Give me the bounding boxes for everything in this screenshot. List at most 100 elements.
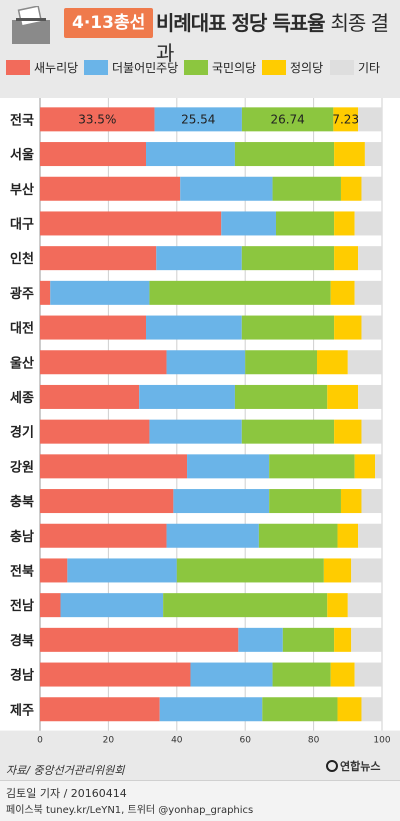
bar-segment (354, 280, 382, 305)
legend-swatch (6, 60, 30, 75)
yonhap-logo: 연합뉴스 (326, 758, 380, 774)
bar-segment (166, 350, 246, 375)
bar-segment (323, 558, 352, 583)
bar-segment (40, 315, 147, 340)
bar-segment (258, 523, 338, 548)
bar-segment (40, 142, 147, 167)
bar-segment (347, 350, 382, 375)
category-label: 서울 (10, 147, 34, 163)
bar-segment (262, 697, 338, 722)
bar-segment (361, 697, 382, 722)
bar-segment (146, 142, 235, 167)
x-tick-label: 100 (373, 736, 390, 746)
x-tick-label: 40 (171, 736, 183, 746)
bar-segment (361, 489, 382, 514)
bar-segment (334, 246, 359, 271)
legend-swatch (262, 60, 286, 75)
bar-segment (40, 107, 155, 132)
bar-segment (334, 419, 362, 444)
legend: 새누리당 더불어민주당 국민의당 정의당 기타 (6, 58, 396, 78)
bar-segment (364, 142, 382, 167)
logo-text: 연합뉴스 (340, 760, 381, 773)
bar-segment (358, 246, 382, 271)
bar-segment (149, 419, 242, 444)
bar-segment (40, 246, 157, 271)
bar-segment (361, 419, 382, 444)
bar-segment (351, 627, 382, 652)
bar-segment (156, 246, 242, 271)
plot-background (0, 98, 400, 731)
bar-segment (241, 315, 335, 340)
election-tag: 4·13총선 (64, 8, 154, 38)
bar-segment (241, 107, 334, 132)
category-label: 제주 (10, 703, 34, 718)
bar-segment (361, 176, 382, 201)
bar-segment (60, 593, 164, 618)
category-label: 세종 (10, 391, 34, 406)
logo-icon (326, 760, 338, 772)
source-note: 자료/ 중앙선거관리위원회 (6, 764, 125, 777)
category-label: 강원 (10, 459, 34, 475)
footer: 김토일 기자 / 20160414 페이스북 tuney.kr/LeYN1, 트… (0, 780, 400, 821)
data-label: 26.74 (270, 112, 304, 126)
bar-segment (40, 523, 167, 548)
legend-swatch (84, 60, 108, 75)
category-label: 전북 (10, 563, 34, 579)
bar-segment (163, 593, 328, 618)
category-label: 대전 (10, 321, 34, 337)
bar-segment (334, 627, 352, 652)
bar-segment (176, 558, 324, 583)
bar-segment (146, 315, 242, 340)
category-label: 경기 (10, 425, 34, 441)
bar-segment (358, 384, 382, 409)
data-label: 33.5% (78, 112, 116, 126)
bar-segment (234, 142, 335, 167)
data-label: 25.54 (181, 112, 215, 126)
category-label: 전남 (10, 598, 34, 614)
bar-segment (340, 176, 362, 201)
bar-segment (337, 523, 359, 548)
category-label: 충남 (10, 529, 34, 545)
bar-segment (282, 627, 335, 652)
legend-label: 정의당 (290, 61, 324, 75)
category-label: 울산 (10, 355, 34, 371)
x-tick-label: 20 (103, 736, 115, 746)
bar-segment (334, 315, 362, 340)
legend-label: 새누리당 (34, 61, 79, 75)
bar-segment (347, 593, 382, 618)
legend-label: 국민의당 (212, 61, 257, 75)
bar-segment (40, 489, 174, 514)
bar-segment (327, 593, 348, 618)
bar-segment (190, 662, 273, 687)
bar-segment (275, 211, 335, 236)
bar-segment (334, 211, 355, 236)
bar-segment (317, 350, 348, 375)
bar-segment (149, 280, 331, 305)
bar-segment (40, 419, 150, 444)
data-label: 7.23 (332, 112, 359, 126)
bar-segment (159, 697, 263, 722)
bar-segment (241, 419, 335, 444)
bar-segment (241, 246, 335, 271)
bar-segment (340, 489, 362, 514)
bar-segment (40, 211, 222, 236)
category-label: 광주 (10, 287, 34, 302)
bar-segment (272, 176, 341, 201)
header: 4·13총선 비례대표 정당 득표율 최종 결과 (0, 0, 400, 65)
bar-segment (269, 489, 341, 514)
bar-segment (40, 558, 68, 583)
bar-segment (234, 384, 328, 409)
bar-segment (238, 627, 283, 652)
bar-segment (67, 558, 177, 583)
bar-segment (40, 384, 140, 409)
bar-segment (166, 523, 259, 548)
category-label: 충북 (10, 494, 34, 510)
bar-segment (334, 142, 365, 167)
category-label: 경북 (10, 633, 34, 649)
bar-segment (40, 350, 167, 375)
bar-segment (358, 523, 382, 548)
category-label: 인천 (10, 251, 34, 267)
bar-segment (50, 280, 150, 305)
chart-title: 비례대표 정당 득표율 최종 결과 (156, 8, 400, 68)
